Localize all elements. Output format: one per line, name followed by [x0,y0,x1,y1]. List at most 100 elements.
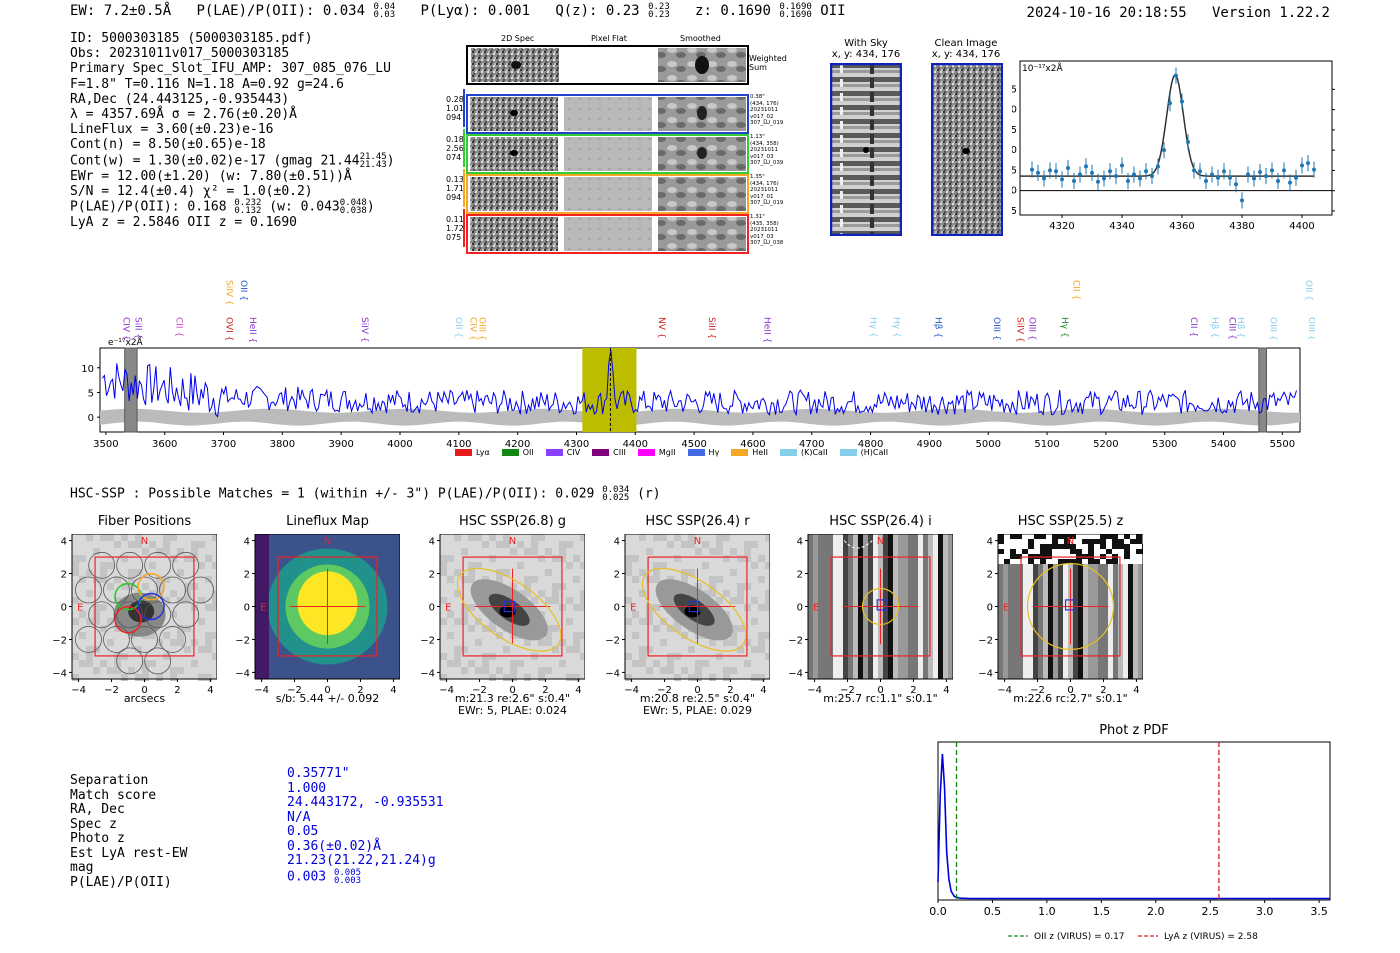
hsc-panel-caption-6: m:22.6 rc:2.7" s:0.1" [1013,692,1128,705]
pixel [1118,559,1124,564]
noise-pixel [646,548,653,555]
noise-pixel [468,576,475,583]
noise-pixel [100,660,107,667]
noise-pixel [625,653,632,660]
noise-pixel [79,576,86,583]
fiber-circle [172,551,200,579]
noise-pixel [688,541,695,548]
legend-item: Hγ [687,448,720,457]
pixel [1094,539,1100,544]
tick-label: 2.0 [1147,905,1165,918]
pixel [1028,534,1034,539]
cutout-row-left-3: 0.13 1.71 094 [446,175,464,202]
legend-swatch [731,449,749,456]
noise-pixel [730,667,737,674]
tick-label: 5300 [1152,439,1177,450]
pixel [1040,549,1046,554]
ra-dec: RA,Dec (24.443125,-0.935443) [70,91,290,107]
noise-pixel [198,597,205,604]
value-photo-z: 0.05 [287,824,319,839]
compass-n: N [1067,536,1074,547]
noise-pixel [135,674,142,681]
stripe [1023,534,1028,679]
noise-pixel [128,667,135,674]
noise-pixel [198,646,205,653]
noise-pixel [163,534,170,541]
pixel [1022,539,1028,544]
pixel [1136,554,1142,559]
noise-pixel [135,646,142,653]
data-point [1126,178,1130,183]
noise-pixel [170,667,177,674]
pixel [1070,544,1076,549]
noise-pixel [695,674,702,681]
cutout-row-color-4 [463,209,465,247]
cutout-row-color-1 [463,89,465,127]
aperture-box [94,556,195,657]
legend-label: Hγ [708,448,720,457]
pixel [1094,534,1100,539]
compass-n: N [509,536,516,547]
noise-pixel [688,646,695,653]
tick-label: 0 [877,685,883,696]
line-label-heii: HeII { [247,317,257,343]
tick-label: −2 [1030,685,1045,696]
noise-pixel [79,632,86,639]
noise-pixel [454,569,461,576]
pixel [1064,534,1070,539]
tick-label: −4 [605,668,620,679]
tick-label: 4 [987,537,993,548]
tick-label: 5000 [976,439,1001,450]
noise-pixel [653,625,660,632]
version: Version 1.22.2 [1211,5,1330,21]
noise-pixel [468,534,475,541]
cont-w: Cont(w) = 1.30(±0.02)e-17 (gmag 21.4421.… [70,151,395,170]
tick-label: 1.5 [1093,905,1111,918]
stripe [1138,534,1143,679]
data-point [1180,99,1184,104]
pixel [1100,549,1106,554]
noise-pixel [440,674,447,681]
noise-pixel [765,534,770,541]
hsc-header-band: (r) [637,486,661,502]
line-label-hβ: Hβ { [1209,317,1219,338]
match-labels: Separation Match score RA, Dec Spec z Ph… [70,773,187,890]
noise-pixel [716,548,723,555]
pixel [1004,559,1010,564]
noise-pixel [468,625,475,632]
compass-n: N [694,536,701,547]
noise-pixel [559,548,566,555]
noise-pixel [100,576,107,583]
with-sky-header: With Sky x, y: 434, 176 [830,38,902,60]
data-point [1084,164,1088,169]
noise-pixel [688,569,695,576]
noise-pixel [156,576,163,583]
noise-pixel [723,667,730,674]
noise-pixel [625,674,632,681]
noise-pixel [191,660,198,667]
tick-label: 5100 [1034,439,1059,450]
noise-pixel [86,646,93,653]
tick-label: 5 [88,388,94,399]
clean-image-title: Clean Image [934,38,998,49]
noise-pixel [121,583,128,590]
with-sky-title: With Sky [844,38,888,49]
noise-pixel [447,576,454,583]
noise-pixel [545,569,552,576]
tick-label: 2 [244,570,250,581]
cutout-row-left-2: 0.18 2.56 074 [446,135,464,162]
pixel [1124,544,1130,549]
noise-pixel [538,534,545,541]
data-point [1252,176,1256,181]
pixel [1112,559,1118,564]
noise-pixel [184,625,191,632]
compass-n: N [141,536,148,547]
pixel [1124,549,1130,554]
noise-pixel [646,667,653,674]
noise-pixel [566,618,573,625]
data-point [1114,174,1118,179]
noise-pixel [573,646,580,653]
data-point [1156,164,1160,169]
legend-oii-label: OII z (VIRUS) = 0.17 [1034,932,1125,942]
zoom-frame [1019,60,1333,216]
